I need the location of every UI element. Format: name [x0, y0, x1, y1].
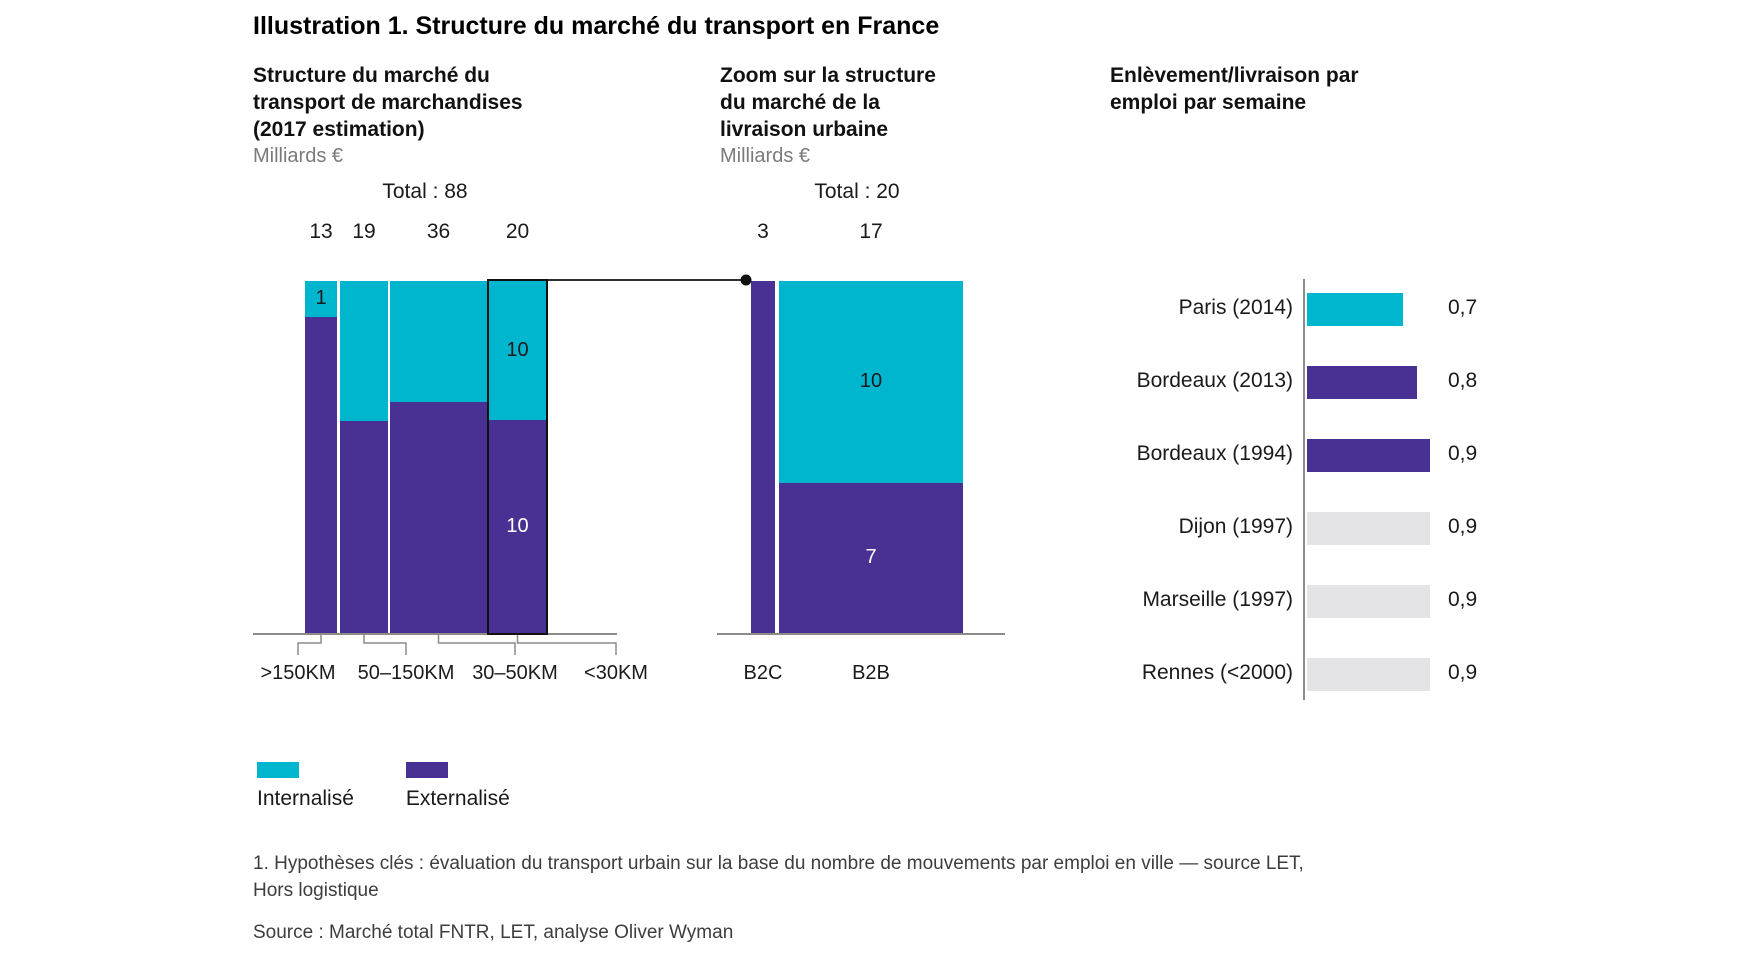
market-segment-purple	[305, 317, 337, 633]
panel-header-pickup: Enlèvement/livraison par emploi par sema…	[1110, 62, 1359, 116]
pickup-y-axis	[1303, 279, 1305, 700]
pickup-row-label: Marseille (1997)	[1142, 588, 1293, 611]
market-segment-value-label: 1	[315, 287, 327, 309]
legend: Internalisé Externalisé	[257, 762, 510, 811]
legend-item-purple: Externalisé	[405, 762, 510, 811]
market-segment-purple: 10	[489, 420, 546, 633]
legend-label: Externalisé	[405, 787, 510, 810]
market-segment-cyan	[340, 281, 388, 421]
urban-segment-purple: 7	[779, 483, 963, 633]
market-segment-purple	[390, 402, 487, 633]
legend-label: Internalisé	[257, 787, 354, 810]
market-total-label: Total : 88	[382, 180, 468, 203]
market-segment-value-label: 10	[506, 338, 529, 361]
market-category-label: <30KM	[584, 662, 648, 684]
panel-header-urban: Zoom sur la structure du marché de la li…	[720, 62, 936, 168]
pickup-value-label: 0,9	[1448, 588, 1478, 611]
pickup-row-label: Dijon (1997)	[1178, 515, 1293, 538]
urban-category-label: B2C	[743, 662, 783, 684]
panel-title-urban: Zoom sur la structure du marché de la li…	[720, 64, 936, 141]
urban-category-label: B2B	[852, 662, 890, 684]
market-highlight-box	[487, 279, 548, 635]
urban-segment-cyan: 10	[779, 281, 963, 483]
panel-unit-urban: Milliards €	[720, 145, 811, 167]
pickup-value-label: 0,9	[1448, 661, 1478, 684]
source-line: Source : Marché total FNTR, LET, analyse…	[253, 922, 734, 943]
market-segment-cyan: 10	[489, 281, 546, 420]
legend-swatch-cyan	[257, 762, 299, 778]
pickup-value-label: 0,9	[1448, 442, 1478, 465]
urban-column-total-label: 17	[859, 220, 883, 243]
urban-segment-purple	[751, 281, 775, 633]
market-axis-bracket	[297, 635, 322, 655]
market-segment-value-label: 10	[506, 514, 529, 537]
urban-segment-value-label: 10	[859, 370, 883, 392]
market-column-total-label: 20	[505, 220, 530, 243]
pickup-row-label: Bordeaux (2013)	[1136, 369, 1293, 392]
panel-header-market: Structure du marché du transport de marc…	[253, 62, 523, 168]
pickup-value-label: 0,9	[1448, 515, 1478, 538]
market-category-label: >150KM	[260, 662, 336, 684]
connector-dot	[740, 274, 752, 286]
market-x-axis	[253, 633, 617, 635]
market-axis-bracket	[437, 635, 516, 655]
pickup-value-label: 0,8	[1448, 369, 1478, 392]
pickup-bar-gray	[1307, 511, 1430, 545]
urban-column-total-label: 3	[757, 220, 769, 243]
pickup-bar-cyan	[1307, 292, 1403, 326]
market-segment-purple	[340, 421, 388, 633]
urban-segment-value-label: 7	[865, 546, 877, 568]
market-axis-bracket	[516, 635, 617, 655]
market-segment-cyan	[390, 281, 487, 402]
market-axis-bracket	[363, 635, 407, 655]
pickup-bar-gray	[1307, 584, 1430, 618]
pickup-row-label: Paris (2014)	[1178, 296, 1293, 319]
footnote: 1. Hypothèses clés : évaluation du trans…	[253, 853, 1304, 901]
market-category-label: 30–50KM	[472, 662, 558, 684]
panel-title-market: Structure du marché du transport de marc…	[253, 64, 523, 141]
market-category-label: 50–150KM	[357, 662, 455, 684]
market-column-total-label: 19	[352, 220, 376, 243]
pickup-bar-purple	[1307, 365, 1417, 399]
pickup-value-label: 0,7	[1448, 296, 1478, 319]
legend-item-cyan: Internalisé	[257, 762, 354, 811]
pickup-row-label: Bordeaux (1994)	[1136, 442, 1293, 465]
market-column-total-label: 13	[309, 220, 333, 243]
urban-total-label: Total : 20	[814, 180, 900, 203]
panel-title-pickup: Enlèvement/livraison par emploi par sema…	[1110, 64, 1359, 114]
legend-swatch-purple	[405, 762, 448, 778]
urban-x-axis	[717, 633, 1005, 635]
figure-title: Illustration 1. Structure du marché du t…	[253, 12, 940, 40]
pickup-bar-gray	[1307, 657, 1430, 691]
market-segment-cyan: 1	[305, 281, 337, 317]
market-column-total-label: 36	[426, 220, 451, 243]
pickup-row-label: Rennes (<2000)	[1141, 661, 1293, 684]
pickup-bar-purple	[1307, 438, 1430, 472]
panel-unit-market: Milliards €	[253, 145, 344, 167]
